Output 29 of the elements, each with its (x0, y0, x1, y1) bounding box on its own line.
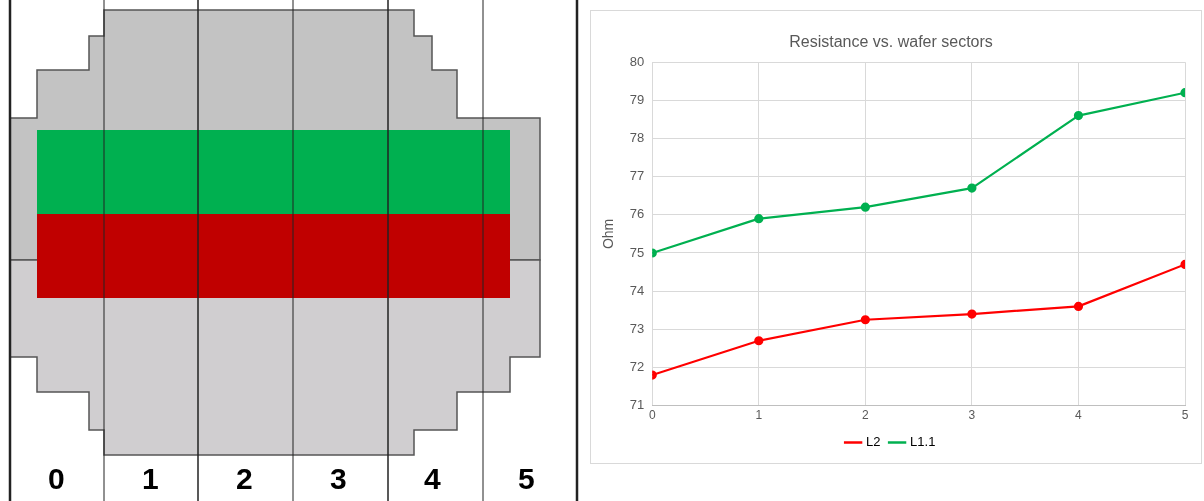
point (754, 214, 764, 224)
x-tick-label: 5 (1181, 408, 1189, 423)
text: 0 1 2 3 4 5 (48, 462, 535, 496)
point (967, 309, 977, 319)
y-axis-title: Ohm (600, 218, 617, 250)
y-tick-label: 75 (629, 244, 645, 260)
point (1073, 111, 1084, 121)
y-tick-label: 80 (629, 53, 645, 69)
x-tick-label: 3 (968, 408, 976, 423)
x-tick-label: 1 (755, 408, 763, 423)
legend-label: L2 (866, 434, 881, 450)
point (967, 183, 977, 193)
y-tick-label: 71 (629, 397, 645, 413)
y-tick-label: 72 (629, 359, 645, 375)
y-tick-label: 78 (629, 130, 645, 146)
x-tick-label: 4 (1075, 408, 1083, 423)
point (1073, 301, 1084, 311)
point (754, 336, 764, 346)
y-tick-label: 79 (629, 91, 645, 107)
y-tick-label: 76 (629, 206, 645, 222)
y-tick-label: 74 (629, 282, 645, 298)
y-tick-label: 73 (629, 320, 645, 336)
point (860, 202, 870, 212)
chart-title: Resistance vs. wafer sectors (789, 33, 993, 51)
legend-label: L1.1 (910, 434, 936, 450)
x-tick-label: 2 (862, 408, 870, 423)
y-tick-label: 77 (629, 168, 645, 184)
x-tick-label: 0 (648, 408, 656, 423)
point (860, 315, 870, 325)
